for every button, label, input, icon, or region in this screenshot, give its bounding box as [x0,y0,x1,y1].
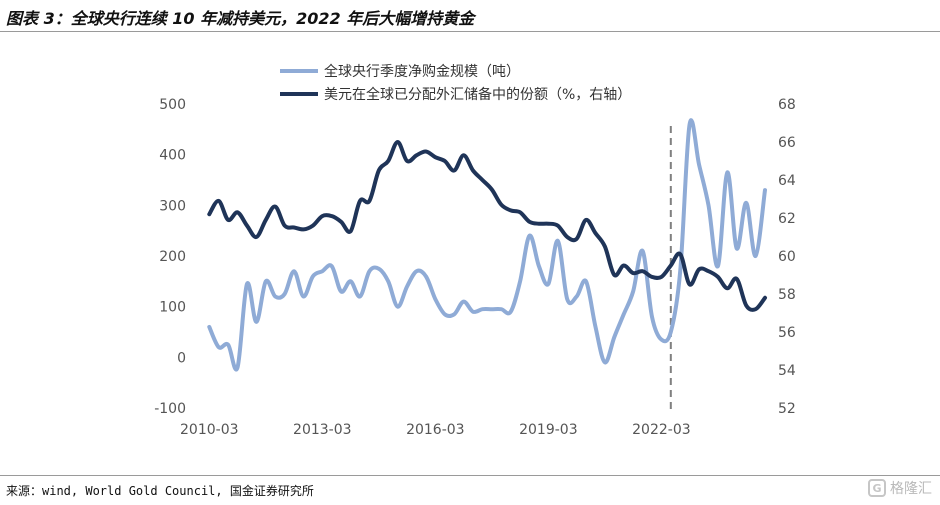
right-tick-label: 60 [778,249,796,265]
usd-share-series-line [207,140,767,312]
legend: 全球央行季度净购金规模（吨） 美元在全球已分配外汇储备中的份额（%，右轴） [280,63,631,103]
right-tick-label: 56 [778,325,796,341]
right-tick-label: 54 [778,363,796,379]
left-tick-label: 400 [159,148,186,164]
x-tick-label: 2013-03 [293,422,352,438]
x-tick-label: 2010-03 [180,422,239,438]
right-tick-label: 64 [778,173,796,189]
left-tick-label: 300 [159,198,186,214]
source-note: 来源：wind, World Gold Council, 国金证券研究所 [6,484,314,498]
left-axis-ticks: 500 400 300 200 100 0 -100 [154,97,186,417]
right-tick-label: 58 [778,287,796,303]
line-chart: 全球央行季度净购金规模（吨） 美元在全球已分配外汇储备中的份额（%，右轴） 50… [154,63,796,438]
left-tick-label: 100 [159,300,186,316]
watermark-logo-icon: G [868,479,886,497]
legend-label-light: 全球央行季度净购金规模（吨） [324,63,520,80]
watermark: G 格隆汇 [868,478,932,498]
right-axis-ticks: 68 66 64 62 60 58 56 54 52 [778,97,796,417]
chart-title: 图表 3：全球央行连续 10 年减持美元，2022 年后大幅增持黄金 [6,9,475,28]
right-tick-label: 68 [778,97,796,113]
legend-label-dark: 美元在全球已分配外汇储备中的份额（%，右轴） [324,86,631,103]
left-tick-label: -100 [154,401,186,417]
right-tick-label: 62 [778,211,796,227]
title-divider [0,31,940,32]
x-tick-label: 2022-03 [632,422,691,438]
left-tick-label: 200 [159,249,186,265]
left-tick-label: 500 [159,97,186,113]
x-tick-label: 2019-03 [519,422,578,438]
source-divider [0,475,940,476]
right-tick-label: 52 [778,401,796,417]
chart-area: 全球央行季度净购金规模（吨） 美元在全球已分配外汇储备中的份额（%，右轴） 50… [0,34,940,474]
right-tick-label: 66 [778,135,796,151]
gold-purchase-series-line [207,118,767,372]
x-tick-label: 2016-03 [406,422,465,438]
watermark-text: 格隆汇 [890,481,932,497]
left-tick-label: 0 [177,350,186,366]
x-axis-ticks: 2010-03 2013-03 2016-03 2019-03 2022-03 [180,422,691,438]
plot-area [207,118,767,411]
